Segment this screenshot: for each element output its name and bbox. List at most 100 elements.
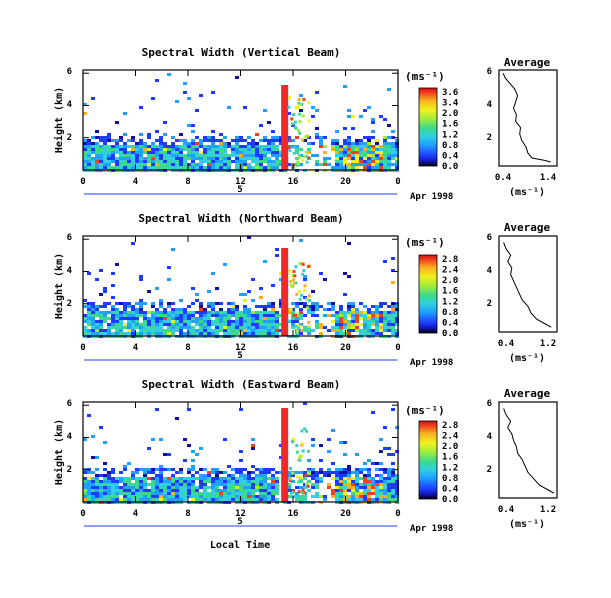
heatmap-cell [195, 498, 199, 501]
heatmap-cell [215, 477, 219, 480]
heatmap-cell [211, 91, 215, 94]
heatmap-cell [187, 326, 191, 329]
heatmap-cell [315, 91, 319, 94]
heatmap-cell [123, 477, 127, 480]
heatmap-cell [335, 314, 339, 317]
heatmap-cell [187, 477, 191, 480]
heatmap-cell [119, 317, 123, 320]
heatmap-cell [339, 157, 343, 160]
heatmap-cell [139, 314, 143, 317]
heatmap-cell [91, 163, 95, 166]
heatmap-cell [155, 326, 159, 329]
heatmap-cell [319, 459, 323, 462]
heatmap-cell [163, 317, 167, 320]
heatmap-cell [371, 148, 375, 151]
heatmap-cell [127, 483, 131, 486]
heatmap-cell [99, 166, 103, 169]
heatmap-cell [243, 480, 247, 483]
heatmap-cell [371, 498, 375, 501]
heatmap-cell [87, 163, 91, 166]
heatmap-cell [319, 136, 323, 139]
x-tick-label: 0 [80, 343, 85, 353]
heatmap-cell [223, 480, 227, 483]
heatmap-cell [267, 139, 271, 142]
heatmap-cell [359, 486, 363, 489]
heatmap-cell [387, 480, 391, 483]
heatmap-cell [367, 326, 371, 329]
heatmap-cell [267, 489, 271, 492]
heatmap-cell [267, 320, 271, 323]
heatmap-cell [287, 146, 291, 150]
heatmap-cell [135, 166, 139, 169]
heatmap-cell [179, 492, 183, 495]
heatmap-cell [119, 166, 123, 169]
heatmap-cell [355, 139, 359, 142]
heatmap-cell [239, 326, 243, 329]
heatmap-cell [115, 498, 119, 501]
heatmap-cell [371, 166, 375, 169]
heatmap-cell [175, 495, 179, 498]
heatmap-cell [247, 489, 251, 492]
heatmap-cell [203, 495, 207, 498]
heatmap-cell [95, 142, 99, 145]
heatmap-cell [151, 492, 155, 495]
heatmap-cell [367, 317, 371, 320]
heatmap-cell [243, 166, 247, 169]
heatmap-cell [375, 492, 379, 495]
heatmap-cell [103, 142, 107, 145]
heatmap-cell [343, 142, 347, 145]
heatmap-cell [155, 148, 159, 151]
heatmap-cell [135, 157, 139, 160]
heatmap-cell [183, 459, 187, 462]
heatmap-cell [383, 166, 387, 169]
heatmap-cell [199, 151, 203, 154]
heatmap-cell [151, 317, 155, 320]
heatmap-cell [303, 486, 307, 489]
heatmap-cell [91, 323, 95, 326]
heatmap-cell [83, 317, 87, 320]
heatmap-cell [379, 317, 383, 320]
heatmap-cell [99, 323, 103, 326]
heatmap-cell [259, 480, 263, 483]
heatmap-cell [171, 314, 175, 317]
heatmap-cell [379, 468, 383, 471]
heatmap-cell [211, 148, 215, 151]
heatmap-cell [383, 163, 387, 166]
heatmap-cell [295, 450, 299, 454]
heatmap-cell [175, 166, 179, 169]
heatmap-cell [343, 127, 347, 130]
heatmap-cell [263, 332, 267, 335]
heatmap-cell [231, 311, 235, 314]
heatmap-cell [199, 305, 203, 308]
heatmap-cell [95, 474, 99, 477]
heatmap-cell [215, 480, 219, 483]
heatmap-cell [219, 154, 223, 157]
heatmap-cell [251, 160, 255, 163]
heatmap-cell [227, 495, 231, 498]
heatmap-cell [143, 323, 147, 326]
heatmap-cell [295, 292, 299, 296]
heatmap-cell [247, 495, 251, 498]
heatmap-cell [203, 498, 207, 501]
heatmap-cell [167, 483, 171, 486]
date-label: Apr 1998 [410, 358, 453, 368]
heatmap-cell [247, 474, 251, 477]
heatmap-cell [305, 155, 309, 159]
heatmap-cell [191, 477, 195, 480]
heatmap-cell [339, 311, 343, 314]
heatmap-cell [187, 471, 191, 474]
heatmap-cell [223, 263, 227, 266]
heatmap-cell [123, 486, 127, 489]
heatmap-cell [219, 139, 223, 142]
heatmap-cell [207, 311, 211, 314]
heatmap-cell [215, 317, 219, 320]
heatmap-cell [387, 326, 391, 329]
heatmap-cell [391, 130, 395, 133]
heatmap-cell [304, 150, 308, 154]
heatmap-cell [139, 275, 143, 278]
heatmap-cell [183, 323, 187, 326]
heatmap-cell [131, 326, 135, 329]
x-tick-label: 8 [185, 343, 190, 353]
heatmap-cell [87, 314, 91, 317]
heatmap-cell [107, 133, 111, 136]
